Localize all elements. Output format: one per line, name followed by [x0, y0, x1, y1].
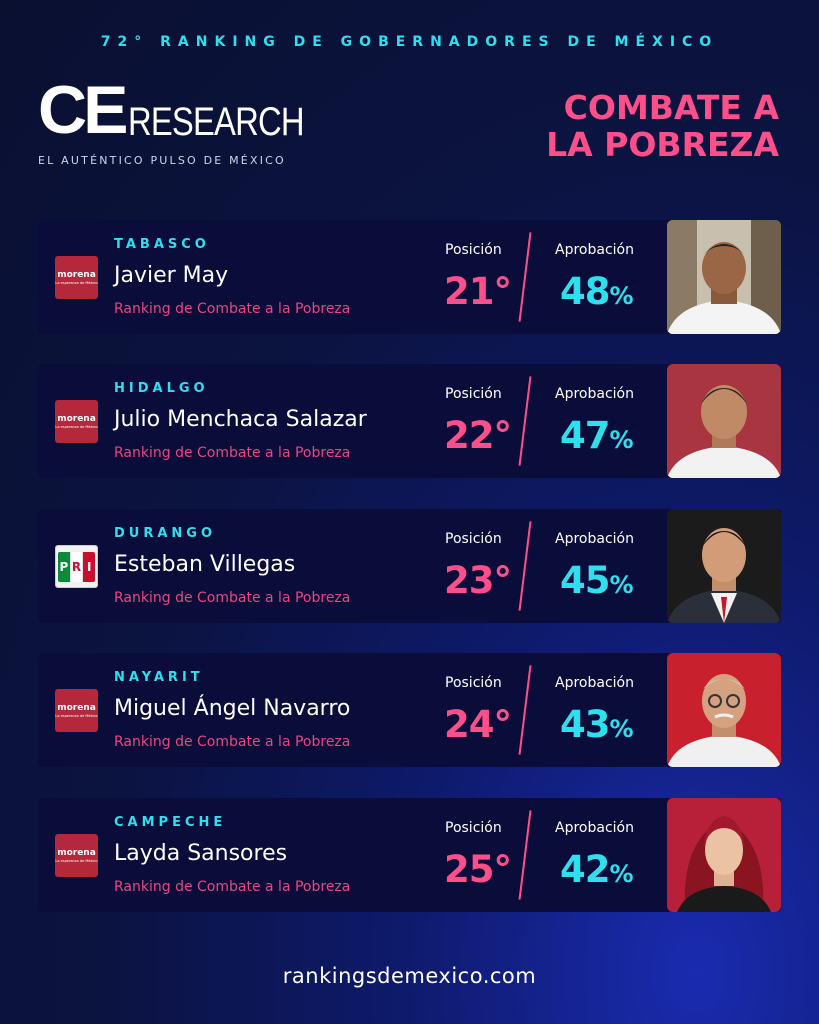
- headline-line-1: COMBATE A: [563, 88, 779, 127]
- governor-photo: [667, 509, 781, 623]
- approval-value: 42%: [560, 848, 634, 891]
- divider: [518, 521, 532, 611]
- divider: [518, 232, 532, 322]
- approval-value: 47%: [560, 414, 634, 457]
- approval-number: 48: [560, 270, 610, 313]
- state-name: TABASCO: [114, 237, 210, 252]
- party-tagline: La esperanza de México: [55, 713, 98, 718]
- divider: [518, 376, 532, 466]
- governor-photo: [667, 220, 781, 334]
- morena-logo: morena La esperanza de México: [55, 400, 98, 443]
- party-name: morena: [57, 269, 96, 280]
- approval-label: Aprobación: [555, 242, 634, 258]
- position-value: 25°: [444, 848, 512, 891]
- state-name: DURANGO: [114, 526, 217, 541]
- approval-label: Aprobación: [555, 675, 634, 691]
- approval-label: Aprobación: [555, 531, 634, 547]
- pri-logo: P R I: [55, 545, 98, 588]
- state-name: NAYARIT: [114, 670, 204, 685]
- morena-logo: morena La esperanza de México: [55, 256, 98, 299]
- party-name: morena: [57, 702, 96, 713]
- governor-name: Layda Sansores: [114, 841, 288, 866]
- page-headline: COMBATE A LA POBREZA: [546, 88, 779, 164]
- pri-letter: R: [69, 551, 84, 582]
- category-label: Ranking de Combate a la Pobreza: [114, 879, 351, 895]
- footer-url[interactable]: rankingsdemexico.com: [282, 964, 537, 988]
- party-tagline: La esperanza de México: [55, 858, 98, 863]
- percent-sign: %: [609, 715, 634, 743]
- state-name: CAMPECHE: [114, 815, 227, 830]
- governor-card: morena La esperanza de México TABASCO Ja…: [38, 220, 781, 334]
- percent-sign: %: [609, 426, 634, 454]
- approval-number: 45: [560, 559, 610, 602]
- percent-sign: %: [609, 282, 634, 310]
- party-name: morena: [57, 413, 96, 424]
- governor-photo: [667, 653, 781, 767]
- position-value: 24°: [444, 703, 512, 746]
- morena-logo: morena La esperanza de México: [55, 689, 98, 732]
- position-label: Posición: [445, 386, 502, 402]
- percent-sign: %: [609, 571, 634, 599]
- approval-value: 48%: [560, 270, 634, 313]
- governor-name: Javier May: [114, 263, 229, 288]
- category-label: Ranking de Combate a la Pobreza: [114, 445, 351, 461]
- position-value: 21°: [444, 270, 512, 313]
- approval-number: 43: [560, 703, 610, 746]
- party-tagline: La esperanza de México: [55, 280, 98, 285]
- party-tagline: La esperanza de México: [55, 424, 98, 429]
- pri-letter: P: [58, 551, 70, 582]
- governor-photo: [667, 364, 781, 478]
- state-name: HIDALGO: [114, 381, 209, 396]
- logo-research: RESEARCH: [128, 99, 305, 144]
- approval-number: 42: [560, 848, 610, 891]
- percent-sign: %: [609, 860, 634, 888]
- morena-logo: morena La esperanza de México: [55, 834, 98, 877]
- position-label: Posición: [445, 820, 502, 836]
- governor-card: morena La esperanza de México HIDALGO Ju…: [38, 364, 781, 478]
- headline-line-2: LA POBREZA: [546, 124, 779, 164]
- governor-card: morena La esperanza de México NAYARIT Mi…: [38, 653, 781, 767]
- governor-name: Julio Menchaca Salazar: [114, 407, 367, 432]
- divider: [518, 665, 532, 755]
- governor-name: Miguel Ángel Navarro: [114, 696, 351, 721]
- position-value: 22°: [444, 414, 512, 457]
- governor-photo: [667, 798, 781, 912]
- approval-label: Aprobación: [555, 386, 634, 402]
- position-value: 23°: [444, 559, 512, 602]
- approval-value: 45%: [560, 559, 634, 602]
- position-label: Posición: [445, 675, 502, 691]
- pri-letter: I: [83, 551, 95, 582]
- ce-research-logo: CE RESEARCH EL AUTÉNTICO PULSO DE MÉXICO: [38, 72, 343, 167]
- divider: [518, 810, 532, 900]
- approval-value: 43%: [560, 703, 634, 746]
- governor-name: Esteban Villegas: [114, 552, 296, 577]
- logo-ce: CE: [38, 72, 128, 148]
- category-label: Ranking de Combate a la Pobreza: [114, 590, 351, 606]
- position-label: Posición: [445, 242, 502, 258]
- party-name: morena: [57, 847, 96, 858]
- approval-number: 47: [560, 414, 610, 457]
- approval-label: Aprobación: [555, 820, 634, 836]
- category-label: Ranking de Combate a la Pobreza: [114, 734, 351, 750]
- top-title: 72° RANKING DE GOBERNADORES DE MÉXICO: [100, 34, 719, 50]
- governor-card: P R I DURANGO Esteban Villegas Ranking d…: [38, 509, 781, 623]
- governor-card: morena La esperanza de México CAMPECHE L…: [38, 798, 781, 912]
- logo-tagline: EL AUTÉNTICO PULSO DE MÉXICO: [38, 153, 286, 167]
- position-label: Posición: [445, 531, 502, 547]
- category-label: Ranking de Combate a la Pobreza: [114, 301, 351, 317]
